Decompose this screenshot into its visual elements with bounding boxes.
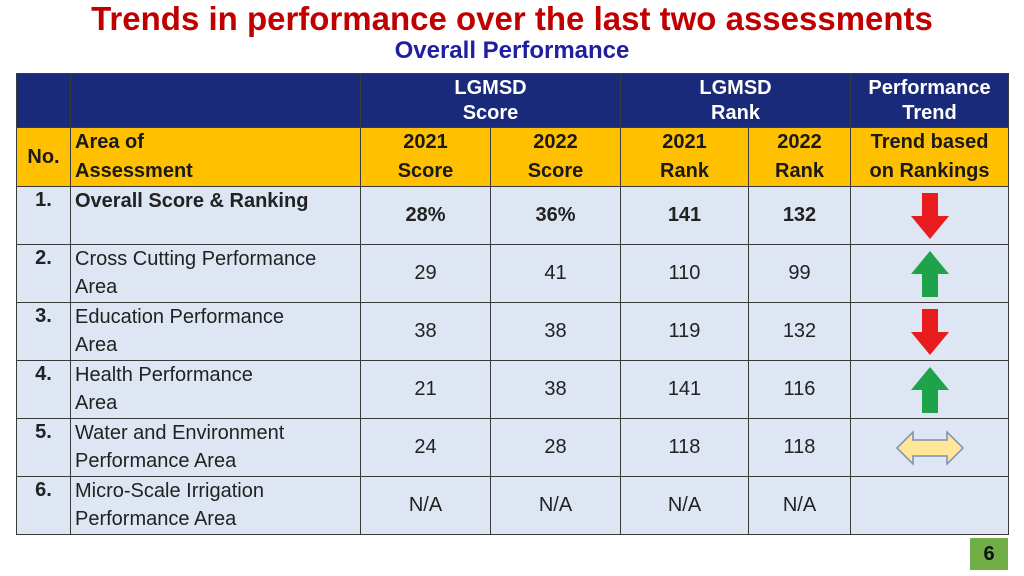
row-score-2021: 28%	[360, 186, 491, 245]
row-rank-2022: 132	[748, 186, 851, 245]
table-row: 4. Health Performance Area 21 38 141 116	[16, 360, 1009, 419]
row-rank-2022: 132	[748, 302, 851, 361]
row-rank-2022: 118	[748, 418, 851, 477]
row-score-2022: N/A	[490, 476, 621, 535]
row-score-2022: 38	[490, 302, 621, 361]
header-blank-no	[16, 73, 71, 128]
column-header-row: No. Area of Assessment 2021 Score 2022 Scor…	[16, 127, 1009, 187]
col-header-score-2022: 2022 Score	[490, 127, 621, 187]
row-number: 6.	[16, 476, 71, 535]
row-rank-2021: 141	[620, 186, 749, 245]
row-rank-2021: 118	[620, 418, 749, 477]
row-trend	[850, 418, 1009, 477]
table-row: 3. Education Performance Area 38 38 119 132	[16, 302, 1009, 361]
row-rank-2021: N/A	[620, 476, 749, 535]
row-score-2022: 41	[490, 244, 621, 303]
up-arrow-icon	[910, 250, 949, 297]
row-trend	[850, 360, 1009, 419]
down-arrow-icon	[910, 308, 949, 355]
row-score-2022: 28	[490, 418, 621, 477]
col-header-rank-2021: 2021 Rank	[620, 127, 749, 187]
row-trend	[850, 186, 1009, 245]
col-header-no: No.	[16, 127, 71, 187]
row-trend	[850, 476, 1009, 535]
row-trend	[850, 302, 1009, 361]
down-arrow-icon	[910, 192, 949, 239]
row-rank-2021: 110	[620, 244, 749, 303]
row-area: Cross Cutting Performance Area	[70, 244, 361, 303]
col-header-rank-2022: 2022 Rank	[748, 127, 851, 187]
group-header-trend: Performance Trend	[850, 73, 1009, 128]
group-header-row: LGMSD Score LGMSD Rank Performance Trend	[16, 73, 1009, 128]
row-rank-2021: 119	[620, 302, 749, 361]
row-area: Health Performance Area	[70, 360, 361, 419]
row-area: Overall Score & Ranking	[70, 186, 361, 245]
row-number: 5.	[16, 418, 71, 477]
row-trend	[850, 244, 1009, 303]
row-area: Micro-Scale Irrigation Performance Area	[70, 476, 361, 535]
row-score-2021: 24	[360, 418, 491, 477]
row-rank-2021: 141	[620, 360, 749, 419]
row-rank-2022: 116	[748, 360, 851, 419]
row-rank-2022: 99	[748, 244, 851, 303]
row-area: Education Performance Area	[70, 302, 361, 361]
row-number: 4.	[16, 360, 71, 419]
page-title: Trends in performance over the last two …	[91, 0, 933, 37]
row-score-2021: N/A	[360, 476, 491, 535]
group-header-rank: LGMSD Rank	[620, 73, 851, 128]
page-subtitle: Overall Performance	[394, 37, 630, 64]
up-arrow-icon	[910, 366, 949, 413]
header-blank-area	[70, 73, 361, 128]
page-number: 6	[970, 538, 1008, 570]
performance-table: LGMSD Score LGMSD Rank Performance Trend No…	[16, 73, 1009, 535]
row-number: 2.	[16, 244, 71, 303]
col-header-area: Area of Assessment	[70, 127, 361, 187]
left-right-arrow-icon	[895, 429, 964, 466]
row-score-2022: 38	[490, 360, 621, 419]
row-number: 1.	[16, 186, 71, 245]
row-area: Water and Environment Performance Area	[70, 418, 361, 477]
row-number: 3.	[16, 302, 71, 361]
table-row: 6. Micro-Scale Irrigation Performance Area…	[16, 476, 1009, 535]
col-header-score-2021: 2021 Score	[360, 127, 491, 187]
row-score-2021: 38	[360, 302, 491, 361]
row-score-2021: 21	[360, 360, 491, 419]
group-header-score: LGMSD Score	[360, 73, 621, 128]
table-row: 2. Cross Cutting Performance Area 29 41 110 99	[16, 244, 1009, 303]
col-header-trend: Trend based on Rankings	[850, 127, 1009, 187]
table-row: 5. Water and Environment Performance Area 2…	[16, 418, 1009, 477]
row-rank-2022: N/A	[748, 476, 851, 535]
table-row: 1. Overall Score & Ranking 28% 36% 141 132	[16, 186, 1009, 245]
row-score-2022: 36%	[490, 186, 621, 245]
row-score-2021: 29	[360, 244, 491, 303]
